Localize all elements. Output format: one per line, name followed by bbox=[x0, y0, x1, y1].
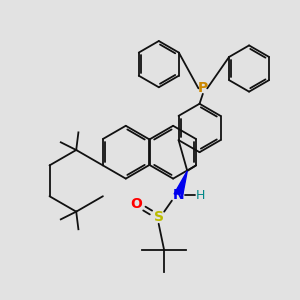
Polygon shape bbox=[174, 171, 187, 194]
Text: P: P bbox=[198, 81, 208, 95]
Text: S: S bbox=[154, 210, 164, 224]
Text: N: N bbox=[173, 188, 184, 202]
Text: H: H bbox=[196, 189, 205, 202]
Text: O: O bbox=[131, 197, 142, 211]
